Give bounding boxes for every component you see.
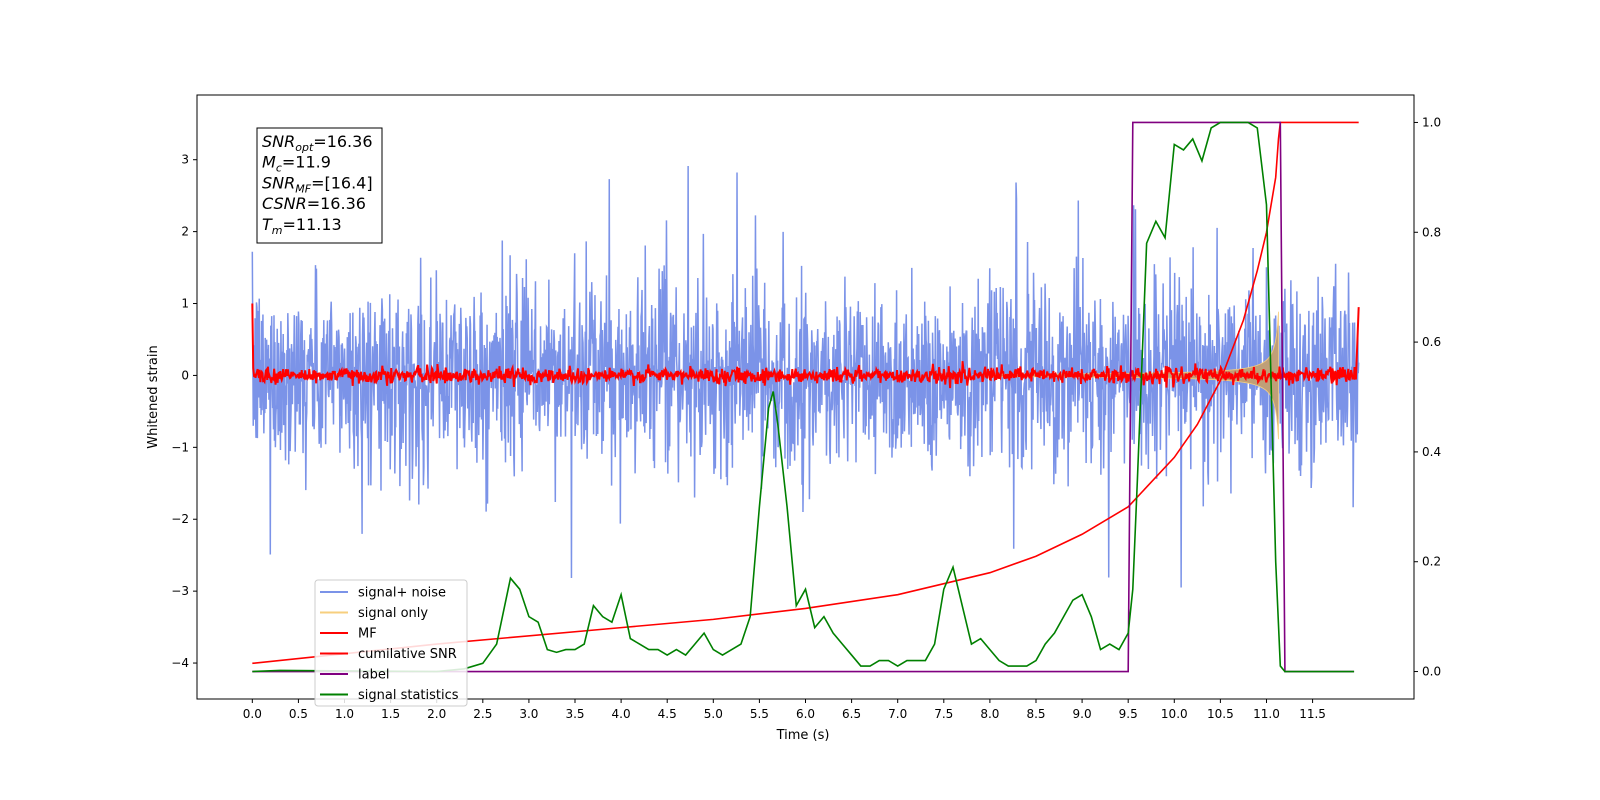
legend-label: cumilative SNR [358,647,457,662]
plot-area [251,121,1360,673]
x-tick-label: 5.5 [750,707,769,721]
info-box: SNRopt=16.36Mc=11.9SNRMF=[16.4]CSNR=16.3… [256,127,383,244]
y2-tick-label: 0.6 [1422,335,1441,349]
y-axis-label: Whitened strain [146,345,161,448]
y-tick-label: 3 [181,153,189,167]
y-tick-label: 2 [181,225,189,239]
series-signal-statistics [252,121,1355,673]
series-cumulative-snr [252,121,1359,665]
x-tick-label: 3.0 [519,707,538,721]
x-tick-label: 0.0 [243,707,262,721]
y-tick-label: 0 [181,368,189,382]
info-box-line: SNRopt=16.36 [262,132,373,154]
y2-tick-label: 0.4 [1422,445,1441,459]
legend-label: label [358,668,389,683]
info-box-line: Tm=11.13 [262,215,342,237]
x-tick-label: 9.5 [1119,707,1138,721]
x-tick-label: 4.5 [658,707,677,721]
x-tick-label: 6.0 [796,707,815,721]
y-tick-label: 1 [181,297,189,311]
y-tick-label: −2 [171,512,189,526]
x-tick-label: 5.0 [704,707,723,721]
x-tick-label: 3.5 [565,707,584,721]
x-tick-label: 1.5 [381,707,400,721]
x-tick-label: 10.5 [1207,707,1234,721]
x-tick-label: 7.0 [888,707,907,721]
x-tick-label: 2.5 [473,707,492,721]
x-tick-label: 7.5 [934,707,953,721]
x-tick-label: 1.0 [335,707,354,721]
x-tick-label: 10.0 [1161,707,1188,721]
x-tick-label: 8.5 [1026,707,1045,721]
y-tick-label: −4 [171,656,189,670]
x-tick-label: 0.5 [289,707,308,721]
y2-tick-label: 0.0 [1422,665,1441,679]
legend-label: signal only [358,606,428,621]
legend: signal+ noise signal only MF cumilative SNR… [314,579,468,707]
y-tick-label: −1 [171,440,189,454]
series-mf [251,303,1360,389]
info-box-line: Mc=11.9 [262,153,331,175]
legend-label: signal statistics [358,688,459,703]
x-axis-label: Time (s) [776,728,830,743]
y-tick-label: −3 [171,584,189,598]
x-tick-label: 11.5 [1299,707,1326,721]
x-tick-label: 8.0 [980,707,999,721]
info-box-line: SNRMF=[16.4] [262,173,373,195]
x-tick-label: 9.0 [1073,707,1092,721]
y2-tick-label: 0.2 [1422,555,1441,569]
x-tick-label: 11.0 [1253,707,1280,721]
x-tick-label: 4.0 [612,707,631,721]
series-signal-noise [251,165,1360,588]
x-tick-label: 2.0 [427,707,446,721]
legend-label: signal+ noise [358,586,446,601]
legend-label: MF [358,627,377,642]
y2-tick-label: 0.8 [1422,225,1441,239]
info-box-line: CSNR=16.36 [262,194,366,213]
x-tick-label: 6.5 [842,707,861,721]
y2-tick-label: 1.0 [1422,115,1441,129]
axes: 0.0 0.5 1.0 1.5 2.0 2.5 3.0 3.5 4.0 4.5 5.0 5.5 6.0 6… [171,115,1441,721]
